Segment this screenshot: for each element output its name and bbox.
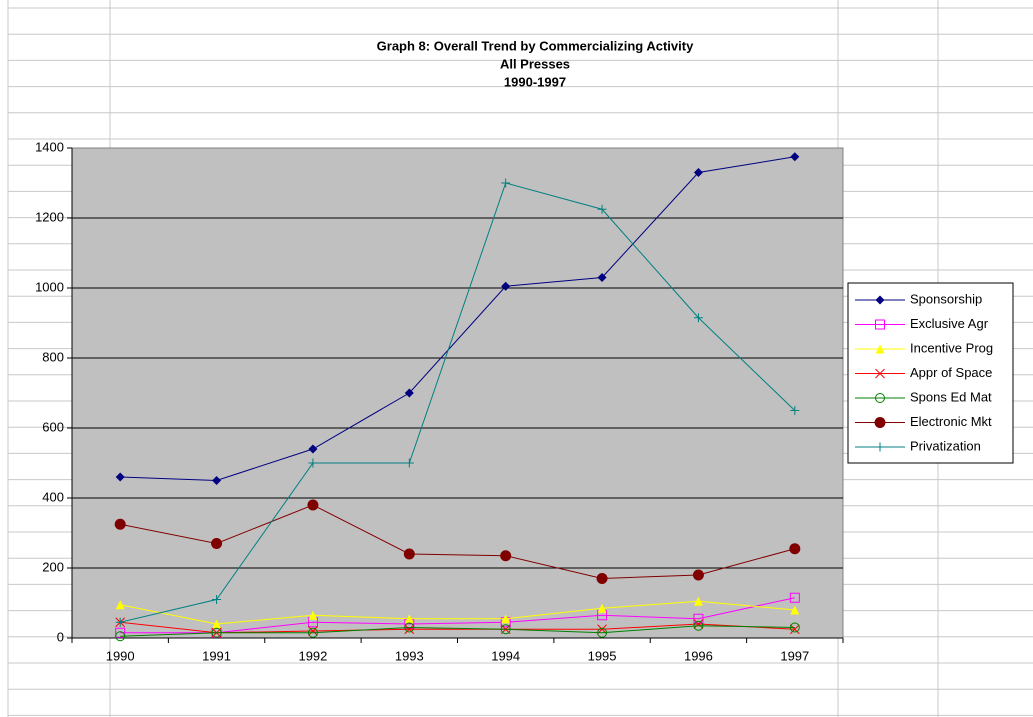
series-line xyxy=(120,597,795,634)
x-tick-label: 1997 xyxy=(780,648,809,663)
marker xyxy=(597,603,607,613)
series-line xyxy=(120,156,795,482)
legend-label: Electronic Mkt xyxy=(910,414,992,429)
chart-subtitle: 1990-1997 xyxy=(504,74,566,89)
y-tick-label: 800 xyxy=(42,349,64,364)
marker xyxy=(875,319,885,330)
marker xyxy=(500,550,512,562)
marker xyxy=(789,624,800,635)
marker xyxy=(597,627,608,638)
x-tick-label: 1995 xyxy=(588,648,617,663)
marker xyxy=(308,444,318,454)
marker xyxy=(693,313,703,323)
marker xyxy=(404,458,414,468)
y-tick-label: 1200 xyxy=(35,209,64,224)
marker xyxy=(115,472,125,482)
y-tick-label: 400 xyxy=(42,489,64,504)
marker xyxy=(115,627,126,638)
marker xyxy=(693,168,703,177)
marker xyxy=(596,573,608,584)
marker xyxy=(115,631,126,642)
x-tick-label: 1990 xyxy=(106,648,135,663)
marker xyxy=(307,499,319,511)
marker xyxy=(501,614,511,624)
marker xyxy=(308,626,318,636)
marker xyxy=(875,442,885,452)
legend-label: Privatization xyxy=(910,438,981,453)
marker xyxy=(211,627,222,638)
marker xyxy=(693,596,703,606)
series-line xyxy=(120,182,796,623)
plot-area xyxy=(71,147,844,639)
marker xyxy=(500,624,511,635)
marker xyxy=(875,368,885,379)
series-line xyxy=(120,600,795,625)
y-tick-label: 1400 xyxy=(35,139,64,154)
y-tick-label: 600 xyxy=(42,419,64,434)
series-line xyxy=(120,504,795,580)
x-tick-label: 1992 xyxy=(298,648,327,663)
chart-subtitle: All Presses xyxy=(500,56,570,71)
marker xyxy=(211,538,223,549)
y-tick-label: 1000 xyxy=(35,279,64,294)
x-tick-label: 1991 xyxy=(202,648,231,663)
x-tick-label: 1996 xyxy=(684,648,713,663)
marker xyxy=(693,620,704,631)
marker xyxy=(307,627,318,638)
marker xyxy=(212,595,222,604)
marker xyxy=(501,281,511,291)
x-tick-label: 1994 xyxy=(491,648,520,663)
marker xyxy=(404,388,414,398)
marker xyxy=(790,605,800,615)
marker xyxy=(404,614,414,624)
marker xyxy=(114,518,126,530)
legend-label: Incentive Prog xyxy=(910,340,993,355)
y-tick-label: 0 xyxy=(57,629,64,644)
marker xyxy=(501,178,511,188)
legend-label: Sponsorship xyxy=(910,291,982,306)
marker xyxy=(789,622,800,633)
marker xyxy=(115,600,125,610)
marker xyxy=(693,613,704,624)
marker xyxy=(212,619,222,629)
marker xyxy=(875,344,885,354)
marker xyxy=(693,619,704,629)
x-tick-label: 1993 xyxy=(395,648,424,663)
y-tick-label: 200 xyxy=(42,559,64,574)
marker xyxy=(789,592,800,603)
legend-label: Exclusive Agr xyxy=(910,316,989,331)
legend-label: Appr of Space xyxy=(910,365,992,380)
marker xyxy=(404,624,415,635)
legend-label: Spons Ed Mat xyxy=(910,389,992,404)
marker xyxy=(874,417,886,428)
marker xyxy=(790,152,800,162)
marker xyxy=(790,406,800,415)
chart-title: Graph 8: Overall Trend by Commercializin… xyxy=(377,38,694,53)
marker xyxy=(692,569,704,581)
marker xyxy=(212,476,222,485)
marker xyxy=(875,295,885,305)
marker xyxy=(875,393,885,403)
series-line xyxy=(120,625,795,637)
marker xyxy=(115,617,125,627)
marker xyxy=(597,204,607,214)
marker xyxy=(789,543,801,555)
marker xyxy=(308,610,318,620)
marker xyxy=(404,622,415,633)
marker xyxy=(403,548,415,560)
marker xyxy=(308,458,318,468)
marker xyxy=(597,273,607,282)
